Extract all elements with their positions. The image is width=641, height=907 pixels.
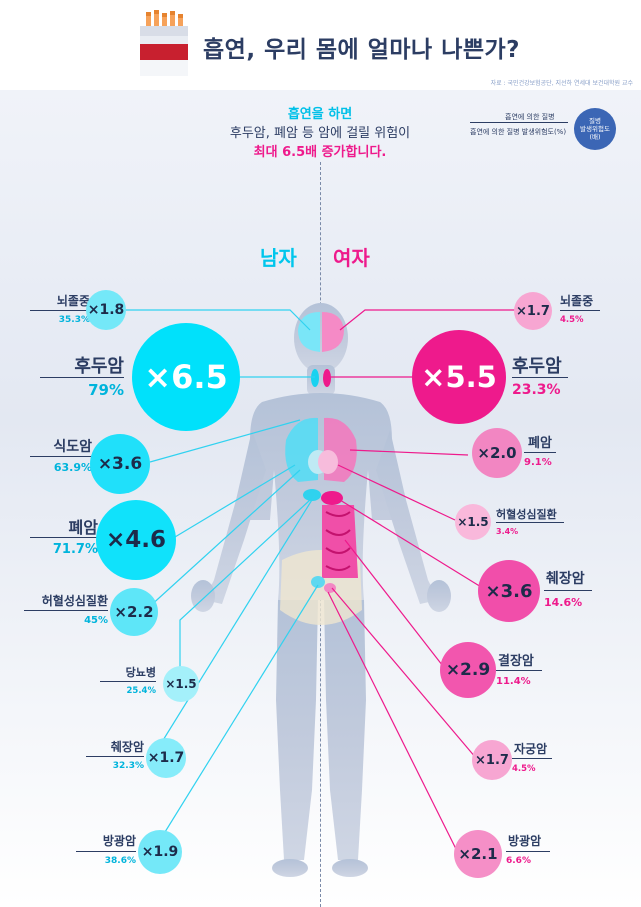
legend-circle-line1: 질병 [589,117,601,125]
female-lung-underline [524,452,556,453]
legend-percent-label: 흡연에 의한 질병 발생위험도(%) [470,128,567,136]
legend-divider [470,122,568,123]
female-larynx-label: 후두암 [512,356,562,377]
female-cervical-percent: 4.5% [512,764,536,774]
male-ischemic-heart-underline [24,610,108,611]
male-lung-percent: 71.7% [52,542,98,557]
male-esophagus-underline [30,456,92,457]
male-stroke-label: 뇌졸중 [56,294,90,308]
legend-circle-line3: (배) [589,133,601,141]
male-stroke-percent: 35.3% [58,315,90,325]
female-pancreatic-underline [544,590,592,591]
headline-line2: 후두암, 폐암 등 암에 걸릴 위험이 [229,126,411,141]
male-bladder-underline [76,851,136,852]
male-larynx-underline [40,377,124,378]
male-pancreatic-risk: ×1.7 [146,738,186,778]
female-colon-percent: 11.4% [496,676,531,687]
female-lung-risk: ×2.0 [472,428,522,478]
male-esophagus-label: 식도암 [53,439,92,455]
cigarette-pack-icon [140,10,188,76]
male-esophagus-risk: ×3.6 [90,434,150,494]
female-stroke-risk: ×1.7 [514,292,552,330]
female-larynx-percent: 23.3% [512,382,561,398]
male-stroke-underline [30,310,90,311]
male-stroke-risk: ×1.8 [86,290,126,330]
male-diabetes-risk: ×1.5 [163,666,199,702]
female-lung-percent: 9.1% [524,457,552,468]
female-larynx-risk: ×5.5 [412,330,506,424]
headline-line3: 최대 6.5배 증가합니다. [253,145,387,160]
female-lung-label: 폐암 [528,436,552,451]
male-esophagus-percent: 63.9% [53,461,92,474]
male-diabetes-underline [100,681,156,682]
male-bladder-risk: ×1.9 [138,830,182,874]
female-pancreatic-percent: 14.6% [544,596,583,609]
male-diabetes-percent: 25.4% [126,686,157,696]
female-cervical-underline [512,758,552,759]
female-bladder-risk: ×2.1 [454,830,502,878]
female-ischemic-heart-label: 허혈성심질환 [496,508,557,521]
female-larynx-underline [512,377,568,378]
legend-disease-label: 흡연에 의한 질병 [505,113,555,121]
male-larynx-percent: 79% [88,381,124,399]
female-colon-risk: ×2.9 [440,642,496,698]
source-note: 자료 : 국민건강보험공단, 지선하 연세대 보건대학원 교수 [490,80,633,87]
female-stroke-label: 뇌졸중 [560,294,594,308]
headline-line1: 흡연을 하면 [287,107,353,122]
male-diabetes-label: 당뇨병 [125,666,156,679]
legend-circle-line2: 발생위험도 [580,125,610,133]
male-larynx-label: 후두암 [74,356,124,377]
male-lung-label: 폐암 [68,518,98,537]
male-bladder-label: 방광암 [102,834,136,848]
male-ischemic-heart-percent: 45% [84,615,108,626]
male-lung-underline [30,537,98,538]
male-lung-risk: ×4.6 [96,500,176,580]
male-bladder-percent: 38.6% [104,856,136,866]
male-pancreatic-label: 췌장암 [110,740,144,754]
female-stroke-percent: 4.5% [560,315,584,325]
page-title: 흡연, 우리 몸에 얼마나 나쁜가? [203,37,521,63]
female-pancreatic-risk: ×3.6 [478,560,540,622]
header-banner: 흡연, 우리 몸에 얼마나 나쁜가? 자료 : 국민건강보험공단, 지선하 연세… [0,0,641,90]
female-bladder-percent: 6.6% [506,856,531,866]
female-colon-underline [496,670,542,671]
female-stroke-underline [560,310,600,311]
male-pancreatic-percent: 32.3% [112,761,144,771]
female-bladder-underline [506,851,550,852]
legend-risk-circle: 질병 발생위험도 (배) [574,108,616,150]
female-ischemic-heart-percent: 3.4% [496,527,519,536]
female-cervical-label: 자궁암 [514,742,548,756]
male-pancreatic-underline [86,756,144,757]
male-ischemic-heart-risk: ×2.2 [110,588,158,636]
female-ischemic-heart-risk: ×1.5 [455,504,491,540]
female-bladder-label: 방광암 [508,834,542,848]
female-cervical-risk: ×1.7 [472,740,512,780]
female-colon-label: 결장암 [498,654,534,669]
female-pancreatic-label: 췌장암 [546,571,585,587]
male-ischemic-heart-label: 허혈성심질환 [41,594,108,608]
male-larynx-risk: ×6.5 [132,323,240,431]
male-label: 남자 [260,246,297,270]
female-ischemic-heart-underline [496,522,564,523]
female-label: 여자 [333,246,370,270]
